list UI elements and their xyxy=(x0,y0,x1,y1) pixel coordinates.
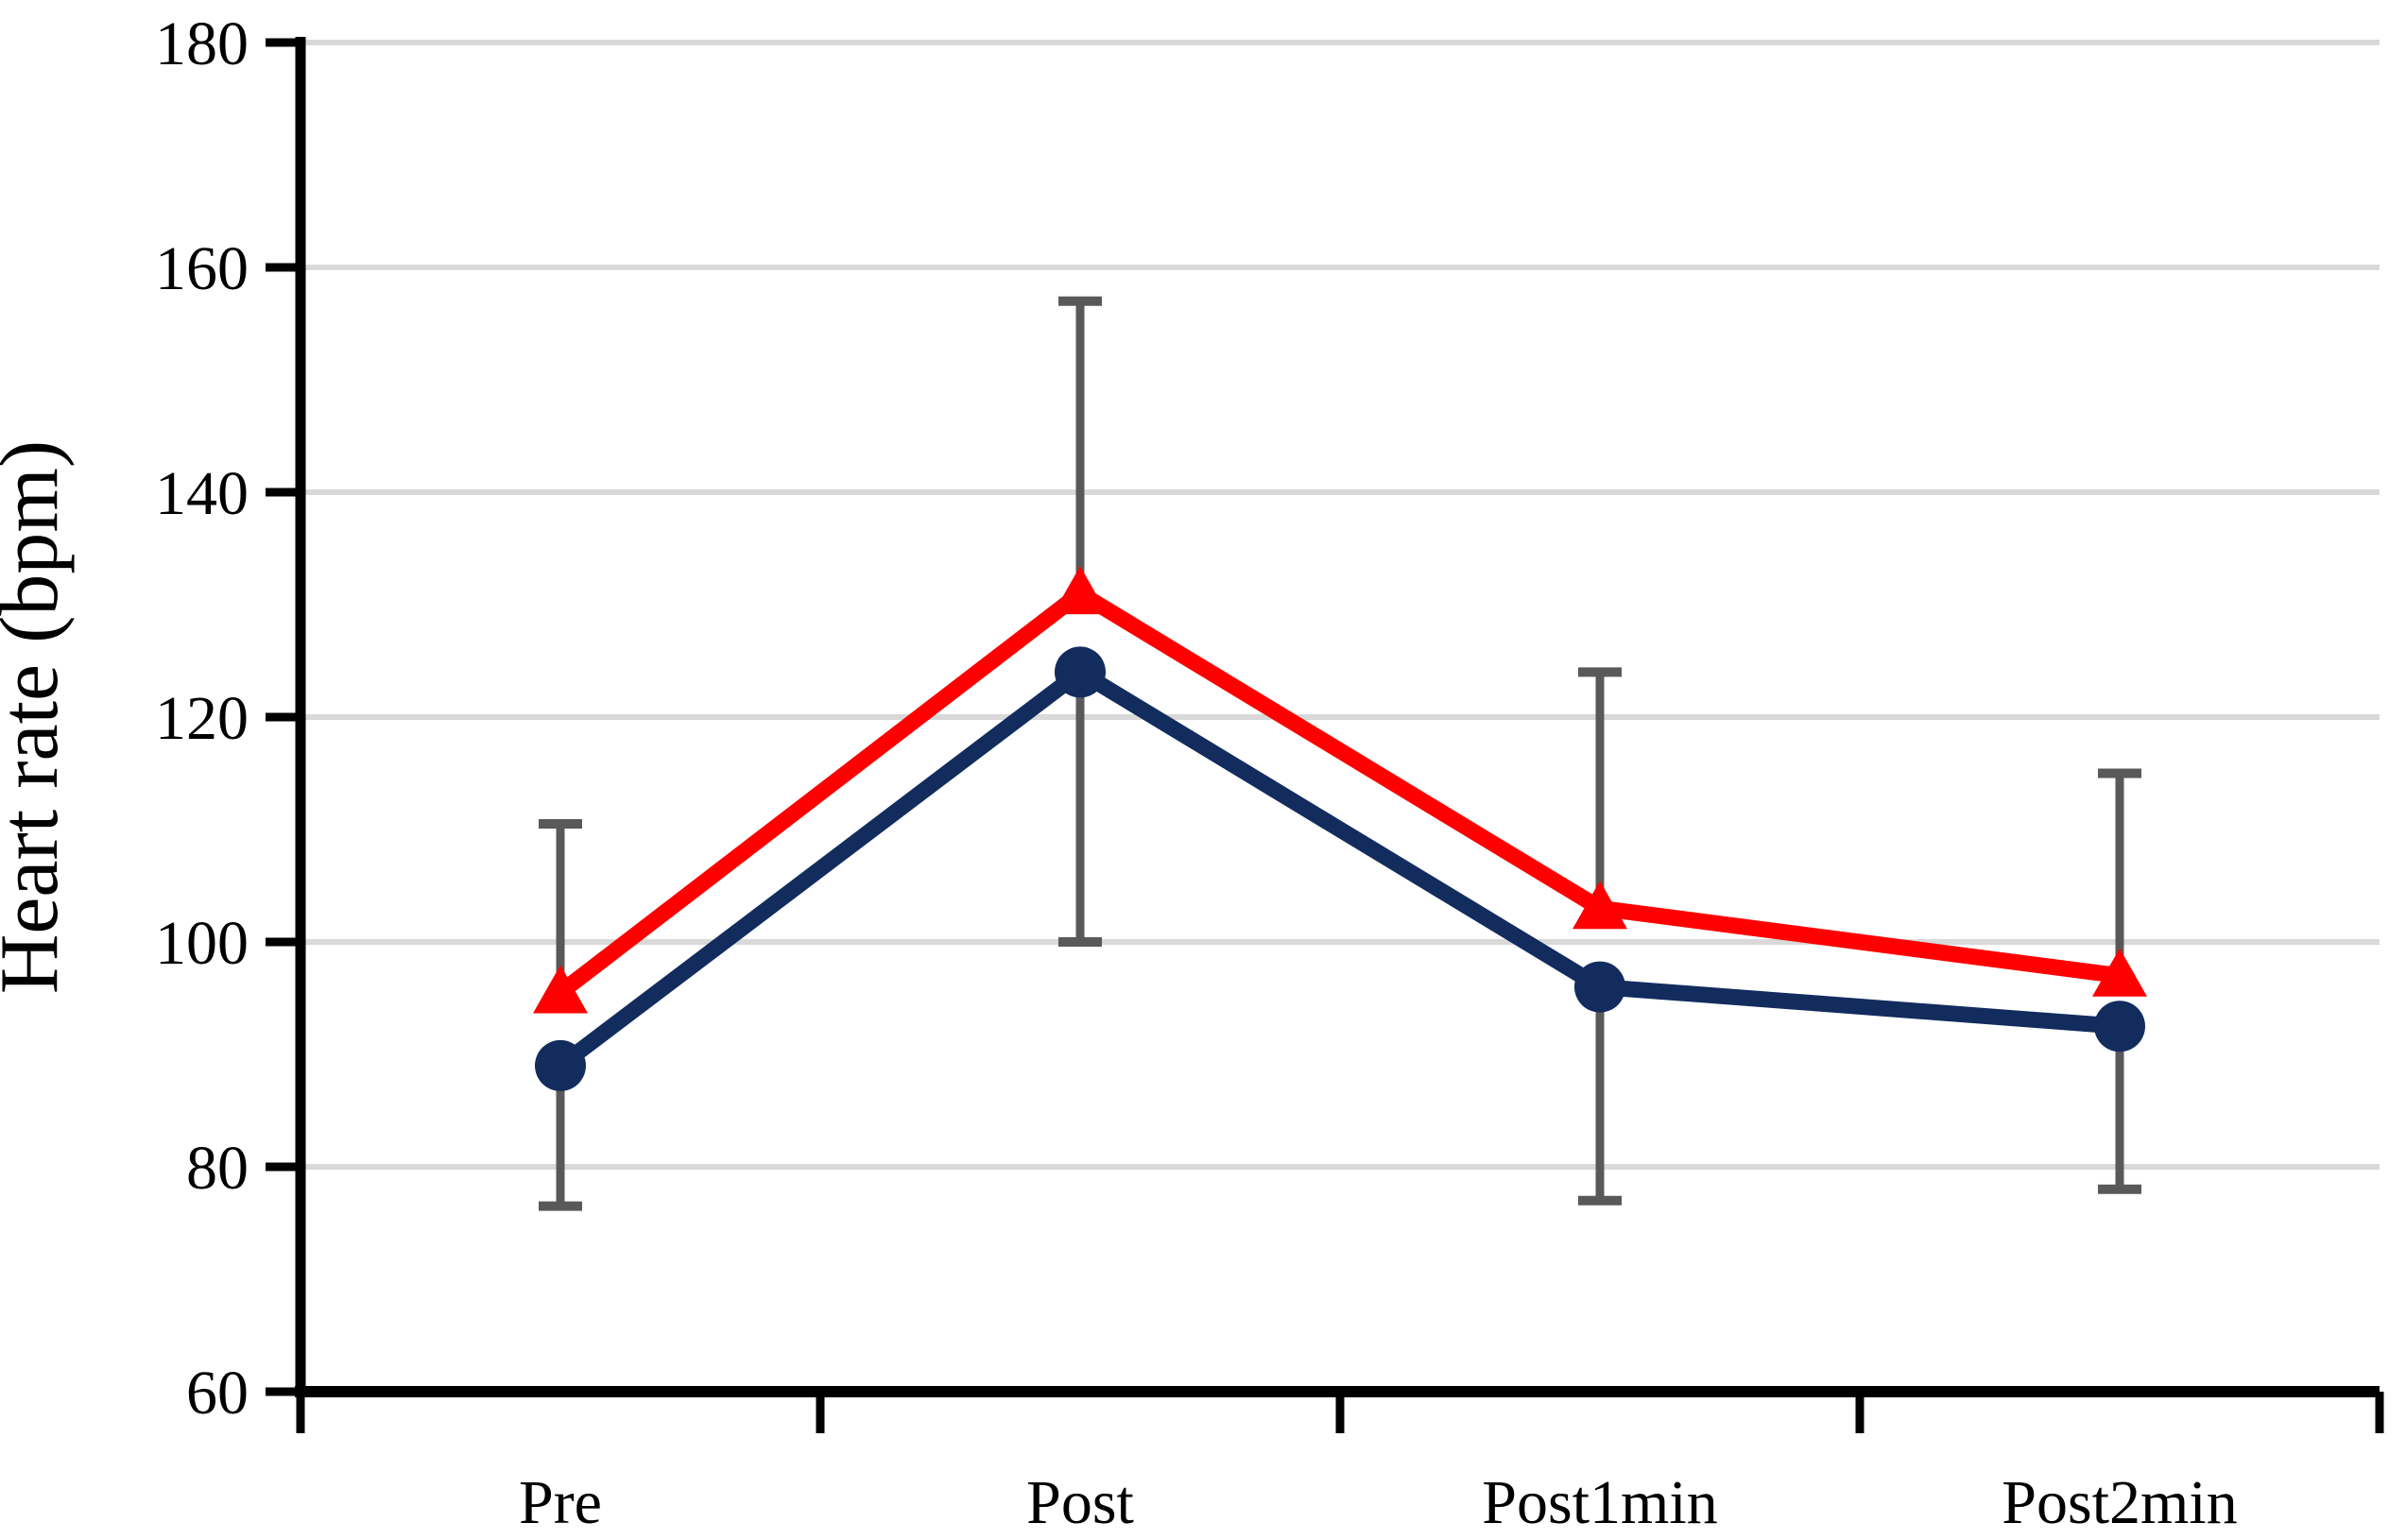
x-category-label: Pre xyxy=(519,1468,602,1537)
circle-marker xyxy=(2094,1001,2145,1052)
series-line-red-triangle-series xyxy=(552,585,2128,1001)
y-tick-label: 140 xyxy=(155,459,249,528)
y-tick-label: 100 xyxy=(155,909,249,978)
x-category-label: Post xyxy=(1026,1468,1134,1537)
circle-marker xyxy=(1055,646,1106,698)
triangle-marker xyxy=(533,965,588,1014)
y-tick-label: 180 xyxy=(155,9,249,78)
x-category-label: Post2min xyxy=(2002,1468,2237,1537)
triangle-marker xyxy=(1572,881,1627,930)
y-tick-label: 160 xyxy=(155,234,249,303)
y-axis-title: Heart rate (bpm) xyxy=(0,440,76,994)
triangle-marker xyxy=(2092,948,2147,997)
y-tick-label: 80 xyxy=(186,1134,249,1203)
x-category-label: Post1min xyxy=(1482,1468,1717,1537)
y-tick-label: 60 xyxy=(186,1359,249,1428)
circle-marker xyxy=(1574,961,1625,1013)
triangle-marker xyxy=(1053,566,1108,615)
y-tick-label: 120 xyxy=(155,684,249,753)
series-line-navy-circle-series xyxy=(552,663,2128,1074)
circle-marker xyxy=(535,1039,586,1091)
